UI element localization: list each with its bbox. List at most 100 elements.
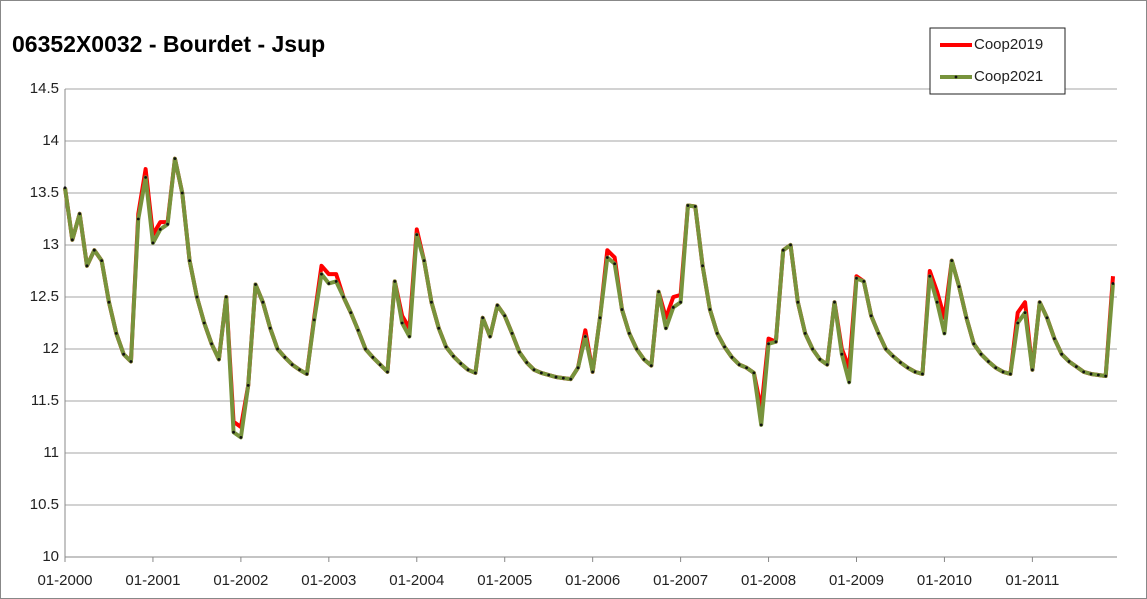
point-marker [415, 233, 419, 237]
point-marker [510, 332, 514, 335]
point-marker [950, 259, 954, 262]
point-marker [349, 311, 353, 314]
point-marker [334, 280, 338, 283]
point-marker [312, 318, 316, 322]
point-marker [715, 332, 719, 335]
point-marker [1074, 365, 1078, 369]
point-marker [305, 372, 309, 376]
point-marker [855, 276, 858, 280]
point-marker [452, 354, 455, 358]
point-marker [752, 371, 756, 375]
chart-title: 06352X0032 - Bourdet - Jsup [12, 31, 325, 57]
x-tick-label: 01-2005 [477, 572, 532, 589]
point-marker [70, 238, 74, 242]
x-tick-label: 01-2001 [125, 572, 180, 589]
point-marker [92, 248, 96, 252]
point-marker [987, 360, 990, 363]
point-marker [899, 361, 902, 364]
point-marker [737, 363, 741, 366]
point-marker [701, 264, 704, 268]
point-marker [144, 176, 148, 179]
point-marker [151, 241, 155, 245]
y-tick-label: 11 [43, 444, 59, 461]
point-marker [481, 316, 485, 320]
point-marker [686, 204, 690, 207]
point-marker [327, 282, 331, 285]
point-marker [972, 342, 976, 346]
point-marker [1096, 373, 1100, 377]
point-marker [635, 347, 639, 351]
point-marker [195, 295, 199, 299]
x-tick-label: 01-2008 [741, 572, 796, 589]
point-marker [957, 285, 961, 288]
x-tick-label: 01-2004 [389, 572, 444, 589]
point-marker [891, 354, 895, 358]
y-tick-label: 12 [42, 340, 59, 357]
point-marker [180, 191, 184, 195]
point-marker [173, 157, 177, 161]
point-marker [342, 295, 345, 299]
point-marker [979, 352, 983, 356]
point-marker [671, 306, 675, 309]
point-marker [547, 373, 551, 377]
point-marker [1060, 352, 1064, 356]
point-marker [268, 326, 272, 330]
point-marker [503, 314, 507, 318]
point-marker [679, 300, 683, 304]
point-marker [965, 316, 968, 320]
point-marker [100, 259, 104, 262]
point-marker [78, 212, 82, 216]
point-marker [239, 436, 243, 439]
point-marker [745, 366, 748, 370]
point-marker [928, 274, 932, 278]
x-tick-label: 01-2011 [1005, 572, 1059, 589]
point-marker [598, 316, 602, 320]
point-marker [723, 345, 726, 349]
legend-marker [954, 75, 958, 79]
legend-label: Coop2021 [974, 68, 1043, 85]
point-marker [129, 360, 133, 363]
point-marker [884, 347, 888, 351]
legend-label: Coop2019 [974, 36, 1043, 53]
point-marker [210, 342, 213, 346]
point-marker [437, 326, 441, 330]
point-marker [649, 364, 653, 368]
point-marker [943, 332, 946, 335]
point-marker [1038, 300, 1042, 304]
y-tick-label: 13.5 [30, 184, 59, 201]
point-marker [840, 352, 844, 356]
x-tick-label: 01-2009 [829, 572, 884, 589]
point-marker [657, 290, 661, 294]
point-marker [400, 321, 404, 325]
y-tick-label: 11.5 [31, 392, 59, 409]
point-marker [261, 300, 265, 304]
point-marker [994, 366, 998, 370]
point-marker [796, 300, 800, 304]
point-marker [459, 362, 463, 365]
point-marker [789, 243, 792, 247]
point-marker [532, 368, 536, 372]
point-marker [913, 370, 917, 374]
point-marker [1052, 337, 1056, 340]
point-marker [774, 340, 778, 344]
point-marker [708, 308, 712, 311]
point-marker [254, 283, 257, 286]
point-marker [862, 280, 866, 283]
point-marker [869, 314, 873, 318]
point-marker [202, 321, 206, 325]
point-marker [576, 366, 580, 370]
point-marker [847, 380, 851, 384]
point-marker [818, 358, 822, 361]
point-marker [1001, 370, 1005, 374]
point-marker [591, 370, 595, 374]
point-marker [393, 280, 397, 283]
point-marker [224, 295, 228, 299]
point-marker [620, 308, 624, 311]
x-tick-label: 01-2002 [213, 572, 268, 589]
point-marker [290, 363, 294, 366]
y-tick-label: 10 [42, 548, 59, 565]
point-marker [803, 332, 807, 335]
point-marker [833, 300, 836, 304]
